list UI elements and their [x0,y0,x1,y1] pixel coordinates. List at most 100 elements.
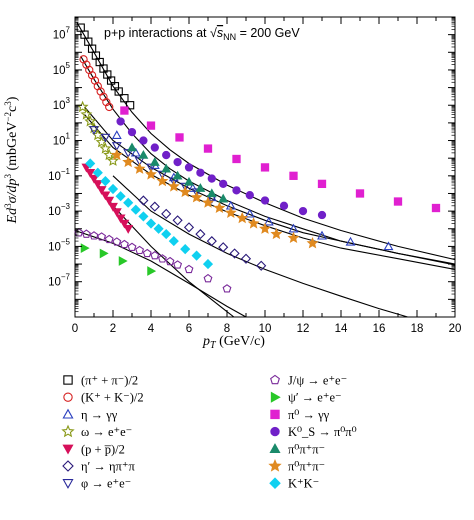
data-point [99,248,109,259]
data-point [138,211,149,222]
data-point [175,133,184,142]
legend-item: J/ψ → e⁺e⁻ [270,374,347,388]
legend-item: ω → e⁺e⁻ [61,424,132,439]
data-point [123,197,134,208]
data-point [111,130,122,139]
data-point [138,149,149,159]
y-tick-label: 107 [53,26,71,42]
data-point [100,133,111,143]
data-point [81,229,91,238]
series-8 [74,228,232,293]
y-tick-label: 10−7 [48,273,70,289]
legend-marker [63,392,73,402]
data-point [240,253,252,264]
legend-label: ω → e⁺e⁻ [81,425,132,439]
data-point [114,87,123,96]
x-tick-label: 10 [259,323,272,335]
legend-item: η′ → ηπ⁺π [62,460,135,474]
legend-item: (K⁺ + K⁻)/2 [63,391,144,405]
x-tick-label: 12 [297,323,310,335]
legend-marker [270,391,281,403]
legend-marker [270,409,280,420]
x-tick-label: 2 [110,323,116,335]
data-point [236,211,249,224]
data-point [317,179,327,189]
legend-marker [62,460,74,472]
data-point [150,143,159,152]
data-point [260,196,270,205]
legend-label: π⁰ → γγ [288,408,330,422]
series-2 [79,55,114,112]
data-point [115,214,126,224]
y-tick-label: 103 [53,96,71,112]
legend-marker [62,479,74,489]
data-point [191,188,202,198]
data-point [100,176,111,187]
data-point [287,231,300,244]
legend-marker [61,424,75,438]
chart-title: p+p interactions at √sNN = 200 GeV [104,26,300,42]
data-point [97,232,107,241]
data-point [173,157,182,167]
data-point [167,180,180,192]
legend-item: K⁺K⁻ [269,477,319,491]
data-point [89,174,99,184]
data-point [191,250,202,261]
data-point [92,180,103,189]
series-12 [127,142,229,203]
x-tick-label: 0 [72,323,78,335]
data-point [196,168,205,177]
data-point [263,216,274,226]
data-point [229,248,240,259]
data-point [203,144,213,153]
data-point [108,202,118,212]
data-point [393,197,403,206]
legend-marker [62,408,74,419]
data-point [190,191,203,203]
fit-curve-6 [112,175,408,318]
legend-marker [270,374,280,385]
legend-label: ψ′ → e⁺e⁻ [288,391,342,405]
legend-marker [62,444,74,455]
series-6 [138,195,267,271]
data-point [153,223,164,234]
data-point [116,117,125,126]
series-11 [116,117,327,220]
data-point [206,236,217,247]
data-point [110,148,123,161]
legend-label: π⁰π⁺π⁻ [288,442,325,456]
data-point [99,142,112,154]
data-point [206,188,217,198]
data-point [112,237,122,246]
legend-item: π⁰π⁺π⁻ [269,442,325,456]
data-point [157,254,167,263]
data-point [172,215,183,226]
y-axis-title: Ed3σ/dp3 (mbGeV−2c3) [3,96,20,224]
data-point [431,203,441,213]
data-point [222,284,232,293]
series-5 [81,163,134,234]
data-point [317,210,327,220]
y-tick-label: 10−5 [48,237,70,253]
legend-item: π⁰π⁺π⁻ [268,458,325,474]
data-point [180,244,191,255]
legend-marker [269,443,281,453]
y-axis-ticks: 107 105 103 101 10−1 10−3 10−5 10−7 [48,16,455,318]
legend-label: (K⁺ + K⁻)/2 [81,391,144,405]
legend-marker [63,375,73,385]
data-point [80,243,90,254]
data-point [80,108,93,120]
x-tick-label: 4 [148,323,155,335]
series-13 [110,148,319,249]
data-point [127,242,137,251]
data-point [202,196,214,208]
legend-label: K⁺K⁻ [288,477,319,491]
data-point [135,245,145,255]
legend-label: (π⁺ + π⁻)/2 [81,374,138,388]
series-10 [120,106,441,213]
data-point [130,204,141,215]
data-point [218,242,229,253]
data-point [104,234,114,244]
data-point [102,97,111,107]
data-point [89,126,99,136]
